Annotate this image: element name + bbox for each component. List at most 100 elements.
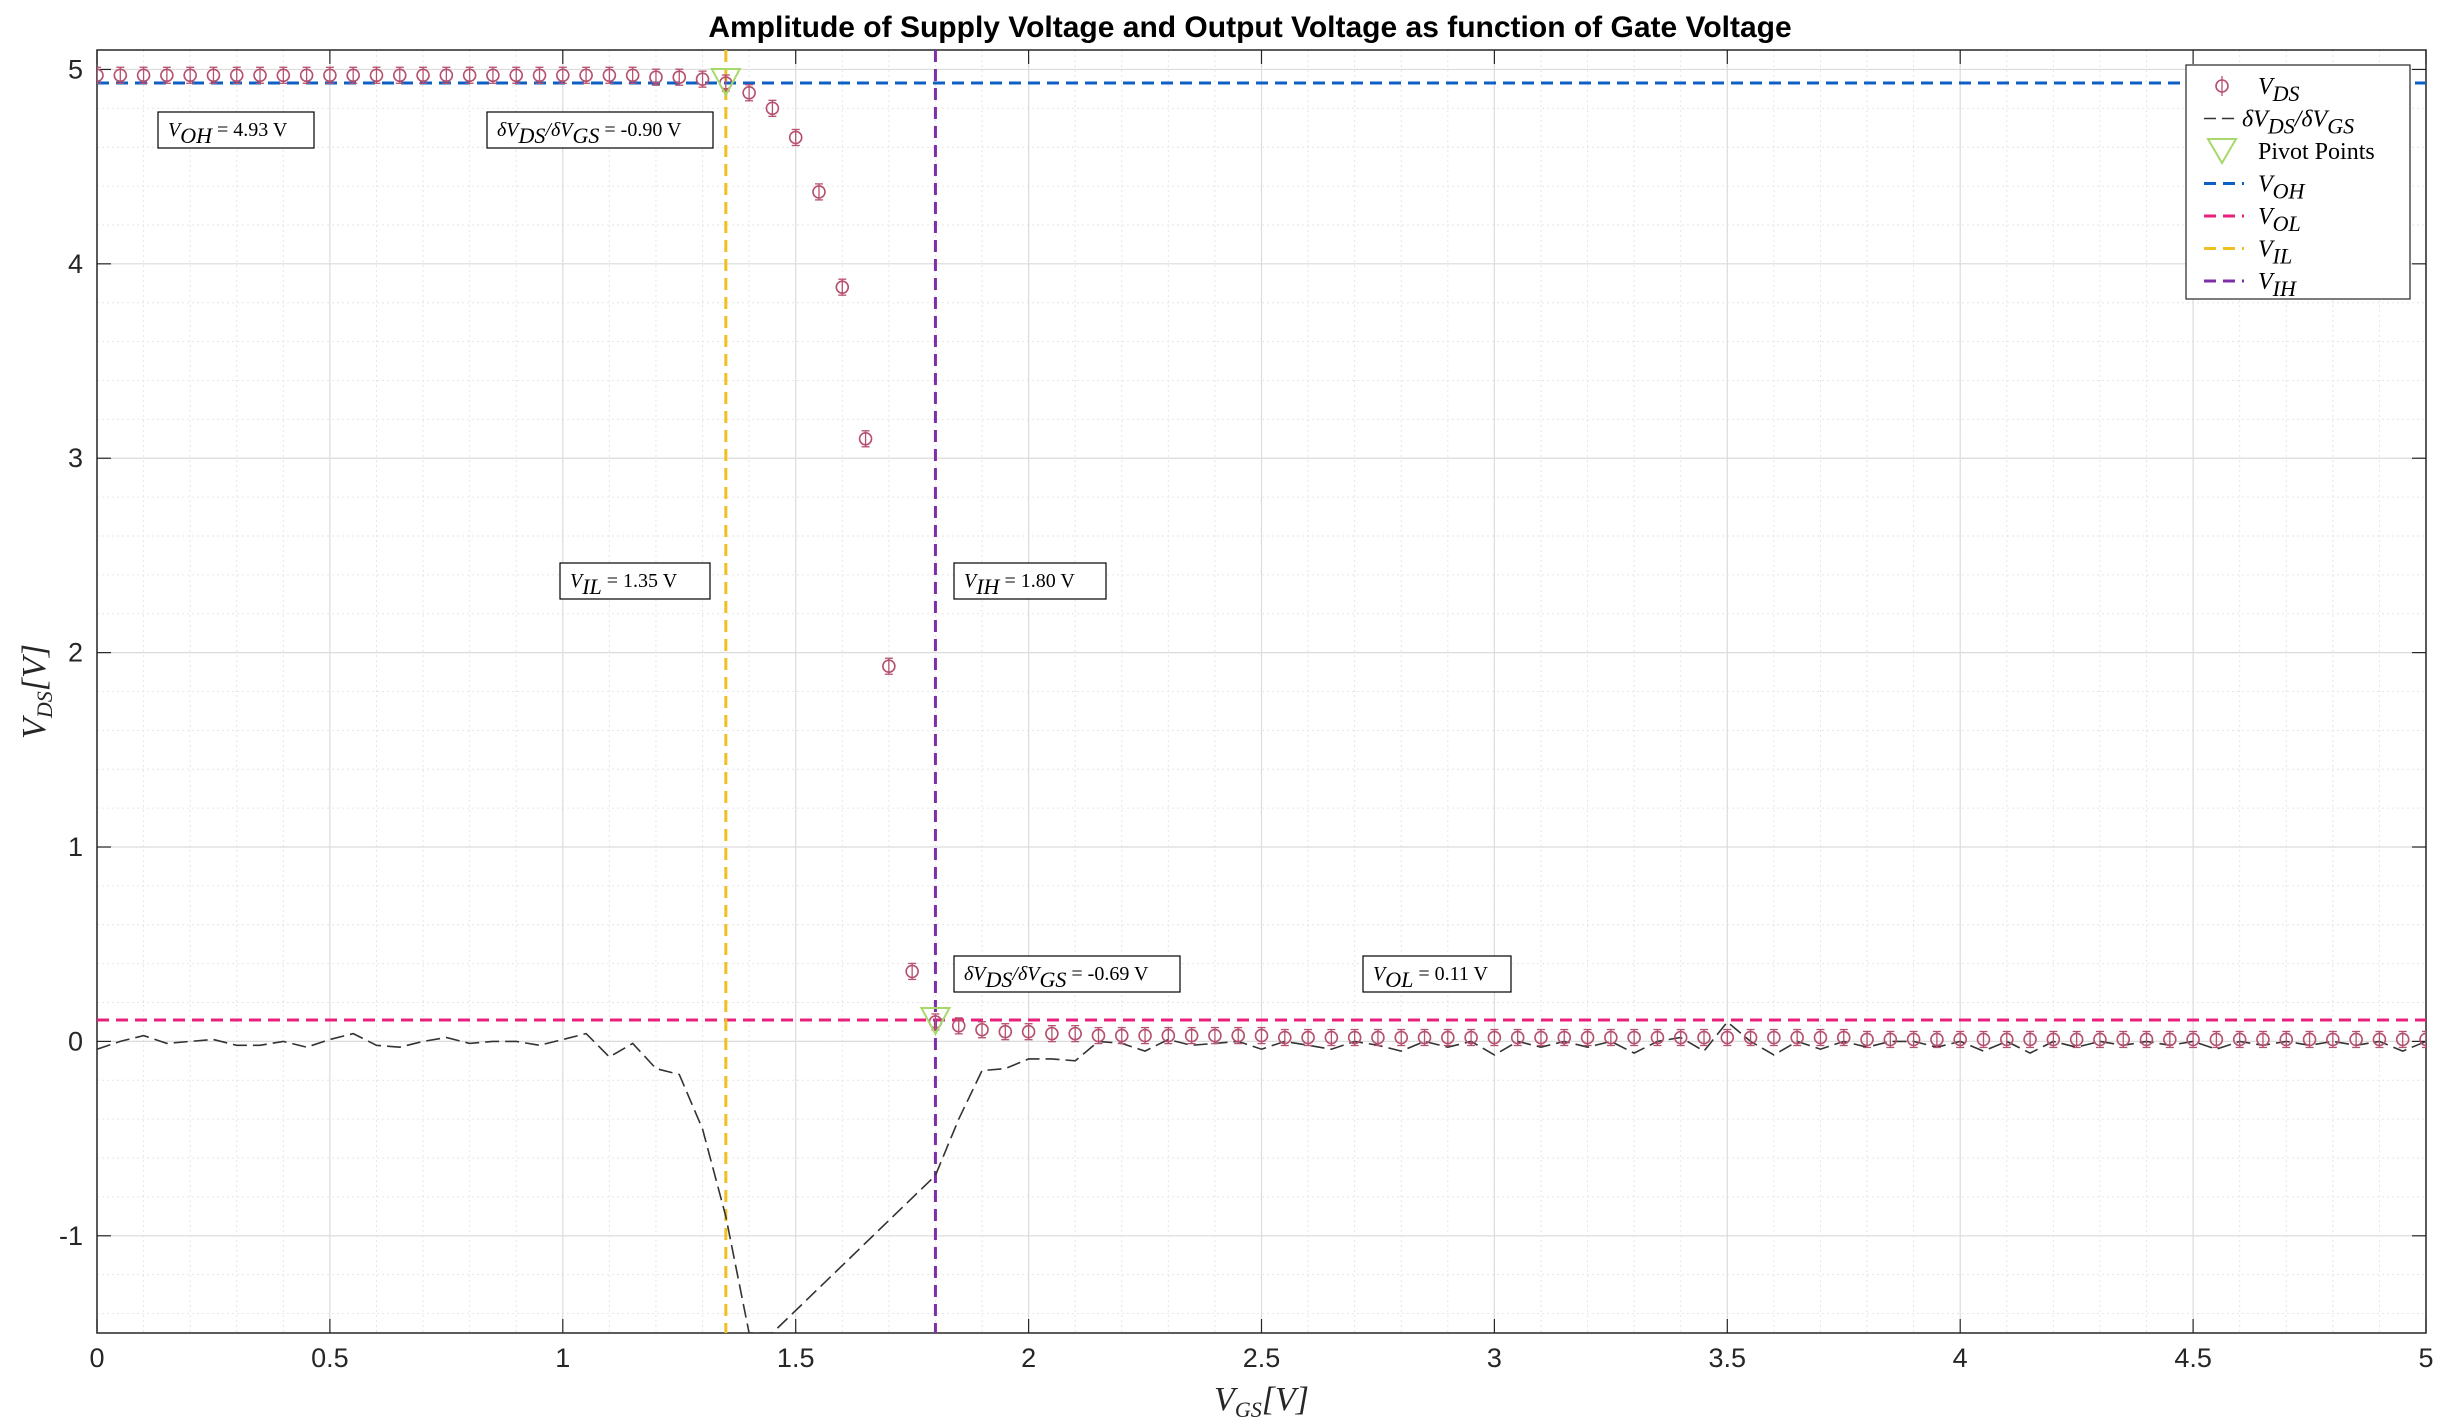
x-tick-label: 5 (2418, 1343, 2433, 1373)
vds-point (1464, 1030, 1478, 1045)
vds-point (532, 68, 547, 83)
vds-point (1208, 1028, 1222, 1043)
annotation-text: δVDS/δVGS = -0.90 V (497, 119, 682, 148)
vds-point (858, 431, 873, 446)
vds-point (1790, 1030, 1804, 1045)
vds-point (1767, 1030, 1781, 1045)
vds-point (2302, 1032, 2317, 1047)
vds-point (2023, 1032, 2037, 1047)
vds-point (765, 101, 780, 116)
vds-point (882, 659, 896, 674)
vds-point (2326, 1032, 2340, 1047)
x-tick-label: 2.5 (1243, 1343, 1281, 1373)
annotation-box (559, 562, 711, 600)
legend-sample-marker (2215, 79, 2229, 93)
vds-point (625, 68, 640, 83)
y-tick-label: 2 (68, 638, 83, 668)
annotation-text: VIL = 1.35 V (570, 570, 678, 599)
annotation-vol: VOL = 0.11 V (1362, 955, 1512, 993)
annotation-text: VOH = 4.93 V (168, 119, 288, 148)
vds-point (1836, 1030, 1851, 1045)
vds-point (1347, 1030, 1362, 1045)
vds-point (1627, 1030, 1641, 1045)
vds-point (905, 964, 919, 979)
vds-point (579, 68, 593, 83)
annotation-text: VOL = 0.11 V (1373, 963, 1489, 992)
x-axis-label: VGS[V] (1214, 1381, 1309, 1422)
vds-point (392, 68, 407, 83)
legend-item-dvds-dvgs: δVDS/δVGS (2204, 107, 2354, 139)
vds-point (299, 68, 314, 83)
x-tick-label: 2 (1021, 1343, 1036, 1373)
vds-point (1068, 1026, 1082, 1041)
x-tick-label: 3 (1487, 1343, 1502, 1373)
data-layer (97, 50, 2426, 1333)
vds-point (1953, 1032, 1967, 1047)
vds-point (2139, 1032, 2154, 1047)
vds-point (323, 68, 337, 83)
annotation-box (953, 955, 1181, 993)
vds-point (2395, 1032, 2410, 1047)
legend-item-v-ds: VDS (2215, 74, 2300, 106)
vds-point (1743, 1030, 1758, 1045)
vds-point (509, 68, 524, 83)
annotation-slope1: δVDS/δVGS = -0.90 V (486, 111, 714, 149)
y-tick-label: -1 (59, 1221, 83, 1251)
vds-point (276, 68, 291, 83)
vds-point (1604, 1030, 1618, 1045)
x-tick-label: 4 (1953, 1343, 1968, 1373)
x-tick-label: 0.5 (311, 1343, 349, 1373)
y-tick-label: 1 (68, 832, 83, 862)
vds-point (951, 1019, 966, 1033)
vds-point (1883, 1032, 1898, 1047)
vds-point (1813, 1030, 1828, 1045)
vds-point (1301, 1030, 1315, 1045)
vds-point (2163, 1032, 2177, 1047)
x-tick-label: 0 (89, 1343, 104, 1373)
plot-area: 0 0.5 1 1.5 2 2.5 3 3.5 4 4.5 5 -1 0 1 2 3 4 5 VGS[V] VDS[V… (16, 49, 2434, 1422)
legend-item-v-oh: VOH (2204, 172, 2306, 204)
x-tick-label: 1 (555, 1343, 570, 1373)
vds-point (1394, 1030, 1409, 1045)
legend-label: VIL (2258, 237, 2292, 269)
annotation-vil: VIL = 1.35 V (559, 562, 711, 600)
legend-label: VOH (2258, 172, 2306, 204)
annotation-text: δVDS/δVGS = -0.69 V (964, 963, 1149, 992)
legend-label: Pivot Points (2258, 139, 2375, 165)
vds-point (97, 68, 104, 83)
vds-point (1091, 1028, 1106, 1043)
vds-point (1976, 1032, 1991, 1047)
vds-point (2419, 1032, 2426, 1047)
vds-point (1906, 1032, 1921, 1047)
ticks: 0 0.5 1 1.5 2 2.5 3 3.5 4 4.5 5 -1 0 1 2 3 4 5 (59, 50, 2434, 1373)
vds-point (136, 68, 151, 83)
vds-point (2186, 1032, 2200, 1047)
vds-point (1580, 1030, 1595, 1045)
legend-label: δVDS/δVGS (2242, 107, 2354, 139)
vds-point (1138, 1028, 1152, 1043)
vds-point (2349, 1032, 2363, 1047)
vds-point (1860, 1032, 1874, 1047)
legend-label: VOL (2258, 204, 2301, 236)
chart-title: Amplitude of Supply Voltage and Output V… (708, 11, 1791, 44)
vds-point (229, 68, 244, 83)
legend-item-v-ol: VOL (2204, 204, 2301, 236)
vds-point (555, 68, 570, 83)
annotation-box (953, 562, 1107, 600)
vds-point (369, 68, 384, 83)
legend-label: VIH (2258, 269, 2297, 301)
vds-point (835, 280, 850, 294)
vds-point (1487, 1030, 1502, 1045)
vds-point (2116, 1032, 2131, 1047)
vds-point (1510, 1030, 1525, 1045)
vds-point (1650, 1030, 1665, 1045)
vds-point (1254, 1028, 1269, 1043)
derivative-line (97, 1020, 2426, 1333)
vds-point (1114, 1028, 1129, 1043)
vds-point (788, 130, 803, 145)
vds-point (2093, 1032, 2107, 1047)
vds-point (742, 85, 756, 100)
vds-point (672, 70, 687, 85)
vds-point (2069, 1032, 2084, 1047)
